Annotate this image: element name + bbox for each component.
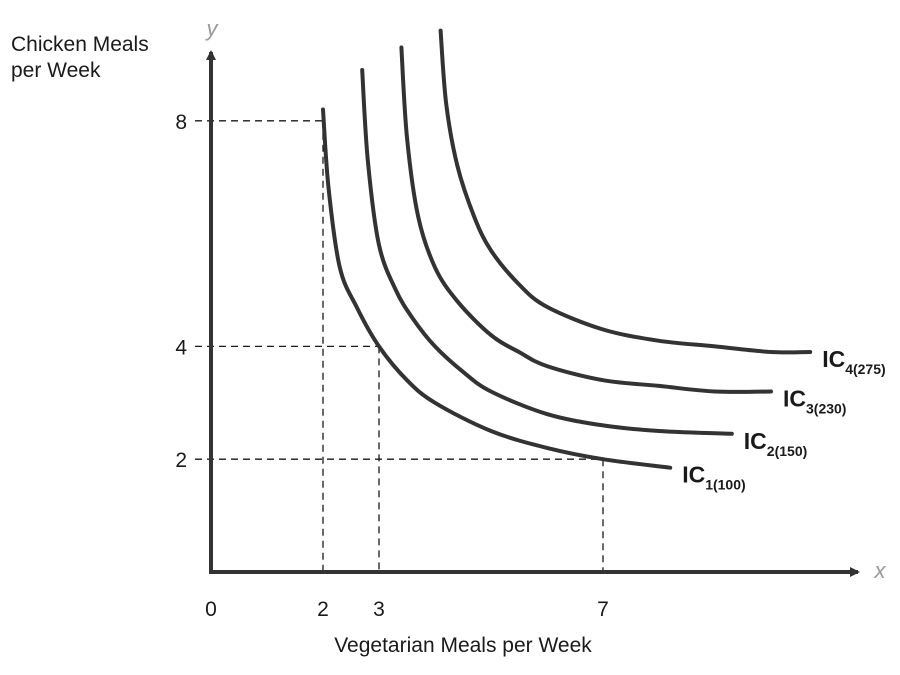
curve-label-ic4: IC4(275) bbox=[822, 346, 885, 377]
indifference-curve-4 bbox=[438, 28, 813, 355]
indifference-curve-1 bbox=[321, 107, 673, 470]
y-axis-title: Chicken Meals per Week bbox=[11, 33, 149, 82]
curve-label-ic2: IC2(150) bbox=[744, 428, 807, 459]
axes bbox=[206, 50, 860, 577]
y-tick-label: 8 bbox=[175, 111, 187, 134]
x-axis-title: Vegetarian Meals per Week bbox=[334, 634, 592, 657]
x-tick-label: 0 bbox=[205, 598, 217, 621]
indifference-curve-2 bbox=[360, 68, 734, 436]
x-axis-letter: x bbox=[874, 558, 887, 583]
dashed-guides bbox=[195, 120, 604, 572]
curve-label-ic3: IC3(230) bbox=[783, 386, 846, 417]
x-tick-label: 7 bbox=[597, 598, 609, 621]
y-tick-label: 4 bbox=[175, 336, 187, 359]
y-axis-letter: y bbox=[205, 16, 220, 41]
indifference-curve-3 bbox=[399, 45, 773, 394]
x-tick-label: 3 bbox=[373, 598, 385, 621]
curve-label-ic1: IC1(100) bbox=[682, 462, 745, 493]
indifference-curves bbox=[321, 28, 813, 470]
x-tick-label: 2 bbox=[317, 598, 329, 621]
y-tick-label: 2 bbox=[175, 449, 187, 472]
tick-labels: 0 2 3 7 2 4 8 bbox=[175, 111, 609, 621]
curve-labels: IC1(100)IC2(150) IC3(230) IC4(275) bbox=[682, 346, 885, 493]
